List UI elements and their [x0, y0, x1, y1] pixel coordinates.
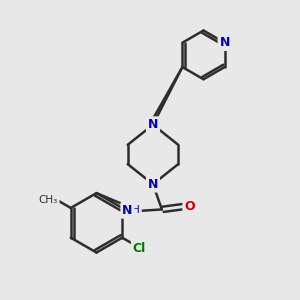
Text: CH₃: CH₃ [39, 195, 58, 205]
Text: N: N [122, 204, 133, 217]
Text: O: O [184, 200, 195, 213]
Text: N: N [219, 36, 230, 49]
Text: N: N [148, 118, 158, 131]
Text: N: N [148, 178, 158, 191]
Text: H: H [133, 205, 140, 215]
Text: Cl: Cl [133, 242, 146, 255]
